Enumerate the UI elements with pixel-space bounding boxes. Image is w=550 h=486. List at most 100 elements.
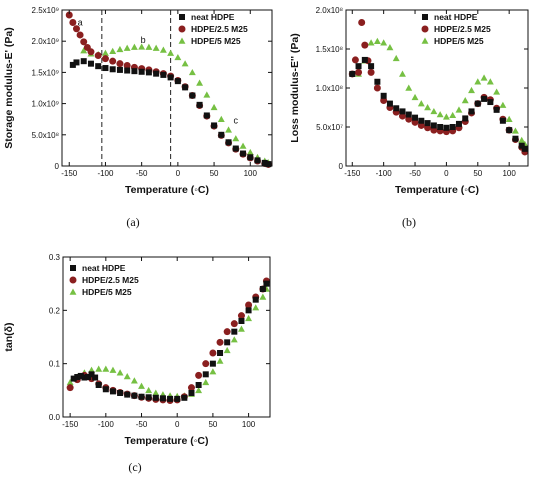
legend-marker <box>69 288 77 295</box>
data-point <box>138 68 145 75</box>
data-point <box>368 63 375 70</box>
data-point <box>230 320 238 328</box>
data-point <box>263 280 270 287</box>
x-tick-label: 100 <box>244 169 258 178</box>
data-point <box>252 296 259 303</box>
data-point <box>202 371 209 378</box>
data-point <box>152 394 159 401</box>
data-point <box>167 395 174 402</box>
data-point <box>399 108 406 115</box>
y-tick-label: 0.1 <box>49 360 61 369</box>
series-neat-hdpe <box>349 56 528 152</box>
data-point <box>521 145 528 152</box>
data-point <box>240 150 247 157</box>
plot-frame <box>62 256 271 418</box>
figure-caption: (b) <box>402 215 416 229</box>
data-point <box>102 365 110 372</box>
series-neat-hdpe <box>70 280 270 402</box>
y-tick-label: 1.0x10⁸ <box>316 84 343 93</box>
x-tick-label: -50 <box>409 169 421 178</box>
chart-storage-modulus: -150 -100 -50 0 50 100 0 5.0x10⁸ 1.0x10⁹ 1.5x10⁹ 2… <box>3 6 273 229</box>
x-tick-label: -150 <box>61 169 78 178</box>
data-point <box>92 374 99 381</box>
data-point <box>95 365 103 372</box>
x-tick-label: -50 <box>136 169 148 178</box>
data-point <box>218 131 225 138</box>
data-point <box>80 38 88 46</box>
data-point <box>367 68 375 76</box>
legend: neat HDPE HDPE/2.5 M25 HDPE/5 M25 <box>178 12 248 46</box>
data-point <box>65 11 73 19</box>
data-point <box>245 307 252 314</box>
y-tick-label: 0.2 <box>49 306 61 315</box>
y-tick-label: 2.0x10⁸ <box>316 6 343 15</box>
legend-label: HDPE/5 M25 <box>191 36 241 46</box>
x-tick-label: 0 <box>175 420 180 429</box>
data-point <box>196 79 204 86</box>
data-point <box>254 157 261 164</box>
x-axis-title: Temperature (◦C) <box>124 435 208 447</box>
data-point <box>462 115 469 122</box>
data-point <box>361 41 369 49</box>
data-point <box>493 106 500 113</box>
data-point <box>223 328 231 336</box>
data-point <box>211 122 218 129</box>
x-tick-label: -150 <box>62 420 79 429</box>
data-point <box>511 127 519 134</box>
data-point <box>232 145 239 152</box>
data-point <box>417 100 425 107</box>
figure-caption: (c) <box>128 460 141 474</box>
data-point <box>76 31 84 39</box>
data-point <box>225 126 233 133</box>
data-point <box>405 84 413 91</box>
data-point <box>392 54 400 62</box>
legend-marker <box>178 25 186 33</box>
data-point <box>174 53 182 61</box>
data-point <box>231 328 238 335</box>
annotation-label: c <box>234 116 239 126</box>
data-point <box>380 92 387 99</box>
data-point <box>181 60 189 67</box>
data-point <box>259 293 267 300</box>
y-tick-label: 1.0x10⁹ <box>32 100 59 109</box>
data-point <box>138 393 145 400</box>
data-point <box>209 360 216 367</box>
legend: neat HDPE HDPE/2.5 M25 HDPE/5 M25 <box>421 12 491 46</box>
data-point <box>116 60 124 68</box>
data-point <box>468 86 475 94</box>
data-point <box>418 117 425 124</box>
x-tick-label: 0 <box>444 169 449 178</box>
data-point <box>239 142 247 149</box>
data-point <box>224 339 231 346</box>
legend-marker <box>421 25 429 33</box>
legend-marker <box>70 265 76 271</box>
data-point <box>487 99 494 106</box>
data-point <box>87 60 94 67</box>
data-point <box>455 106 463 113</box>
data-point <box>443 124 450 131</box>
legend-marker <box>179 14 185 20</box>
data-point <box>261 159 268 166</box>
data-point <box>493 88 501 95</box>
data-point <box>505 115 513 122</box>
data-point <box>116 45 124 53</box>
data-point <box>116 369 124 376</box>
legend-label: neat HDPE <box>82 263 126 273</box>
x-tick-label: 0 <box>176 169 181 178</box>
y-tick-label: 5.0x10⁷ <box>316 123 343 132</box>
data-point <box>217 115 225 122</box>
data-point <box>430 122 437 129</box>
legend: neat HDPE HDPE/2.5 M25 HDPE/5 M25 <box>69 263 139 297</box>
data-point <box>216 357 224 364</box>
data-point <box>225 139 232 146</box>
data-point <box>480 74 488 81</box>
data-point <box>95 63 102 70</box>
data-point <box>259 286 266 292</box>
legend-label: neat HDPE <box>191 12 235 22</box>
data-point <box>246 148 254 156</box>
data-point <box>405 111 412 118</box>
data-point <box>455 120 462 127</box>
data-point <box>88 371 95 378</box>
series-neat-hdpe <box>69 58 272 168</box>
data-point <box>116 66 123 73</box>
